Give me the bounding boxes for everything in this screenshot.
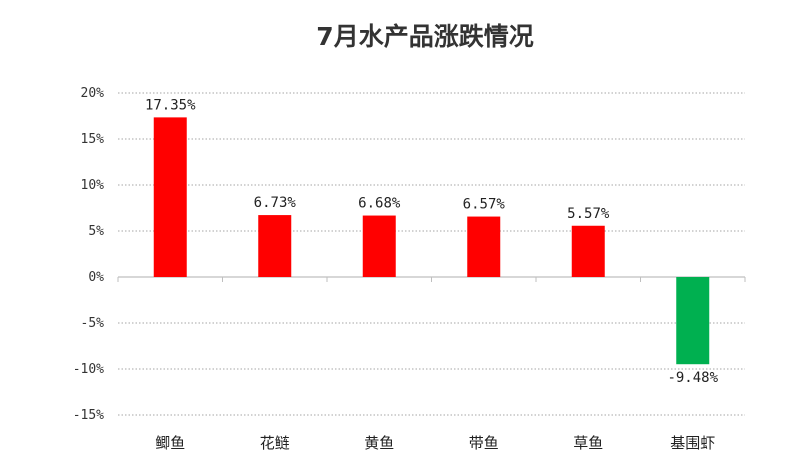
x-axis-tick-labels: 鲫鱼 花鲢 黄鱼 带鱼 草鱼 基围虾 <box>155 434 715 452</box>
x-tick-label-0: 鲫鱼 <box>155 434 185 452</box>
bar-1 <box>258 215 292 277</box>
x-tick-label-4: 草鱼 <box>573 434 603 452</box>
x-tick-label-2: 黄鱼 <box>364 434 394 452</box>
grid-lines <box>118 92 745 416</box>
bar-4 <box>571 225 605 277</box>
y-tick-label: -10% <box>73 362 104 377</box>
y-axis-tick-labels: 20% 15% 10% 5% 0% -5% -10% -15% <box>73 86 104 423</box>
x-tick-label-1: 花鲢 <box>260 434 290 452</box>
y-tick-label: -5% <box>81 316 105 331</box>
y-tick-label: 5% <box>88 224 104 239</box>
bar-3 <box>467 216 501 277</box>
y-tick-label: 10% <box>81 178 105 193</box>
bar-0 <box>153 117 187 277</box>
data-label-1: 6.73% <box>254 195 297 211</box>
data-label-3: 6.57% <box>463 197 506 213</box>
y-tick-label: 15% <box>81 132 105 147</box>
x-axis-baseline <box>117 276 746 282</box>
data-label-0: 17.35% <box>145 97 196 113</box>
x-tick-label-5: 基围虾 <box>670 434 715 452</box>
bar-2 <box>362 215 396 277</box>
y-tick-label: 0% <box>88 270 104 285</box>
x-tick-label-3: 带鱼 <box>469 434 499 452</box>
y-tick-label: 20% <box>81 86 105 101</box>
data-label-4: 5.57% <box>567 206 610 222</box>
bar-5 <box>676 277 710 365</box>
data-label-2: 6.68% <box>358 196 401 212</box>
data-labels: 17.35% 6.73% 6.68% 6.57% 5.57% -9.48% <box>145 97 719 386</box>
y-tick-label: -15% <box>73 408 104 423</box>
data-label-5: -9.48% <box>667 370 718 386</box>
chart-title: 7月水产品涨跌情况 <box>316 22 533 51</box>
bars <box>153 117 710 365</box>
